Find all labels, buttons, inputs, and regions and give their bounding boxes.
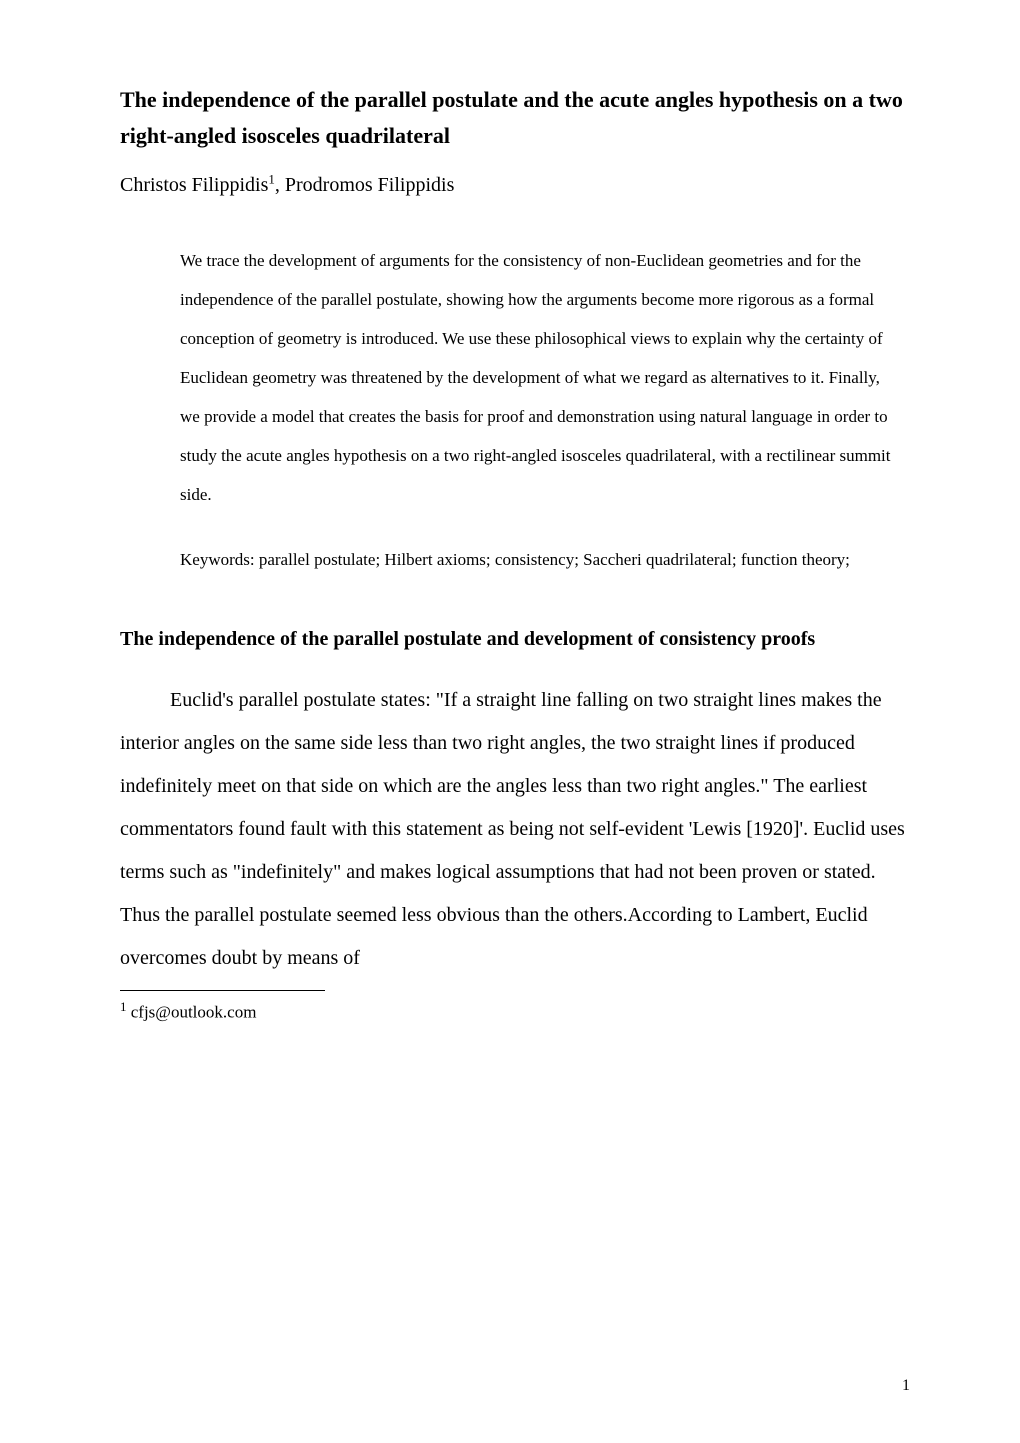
keywords-block: Keywords: parallel postulate; Hilbert ax… [180,544,900,575]
footnote-text: cfjs@outlook.com [127,1002,257,1021]
footnote-rule [120,990,325,991]
keywords-text: Keywords: parallel postulate; Hilbert ax… [180,544,900,575]
author-name-2: , Prodromos Filippidis [275,174,454,196]
body-paragraph: Euclid's parallel postulate states: "If … [120,679,910,980]
section-heading: The independence of the parallel postula… [120,622,910,657]
page-number: 1 [902,1377,910,1395]
abstract-text: We trace the development of arguments fo… [180,241,900,515]
authors-line: Christos Filippidis1, Prodromos Filippid… [120,169,910,201]
abstract-block: We trace the development of arguments fo… [180,241,900,515]
paper-title: The independence of the parallel postula… [120,82,910,155]
footnote: 1 cfjs@outlook.com [120,997,910,1025]
author-name-1: Christos Filippidis [120,174,268,196]
